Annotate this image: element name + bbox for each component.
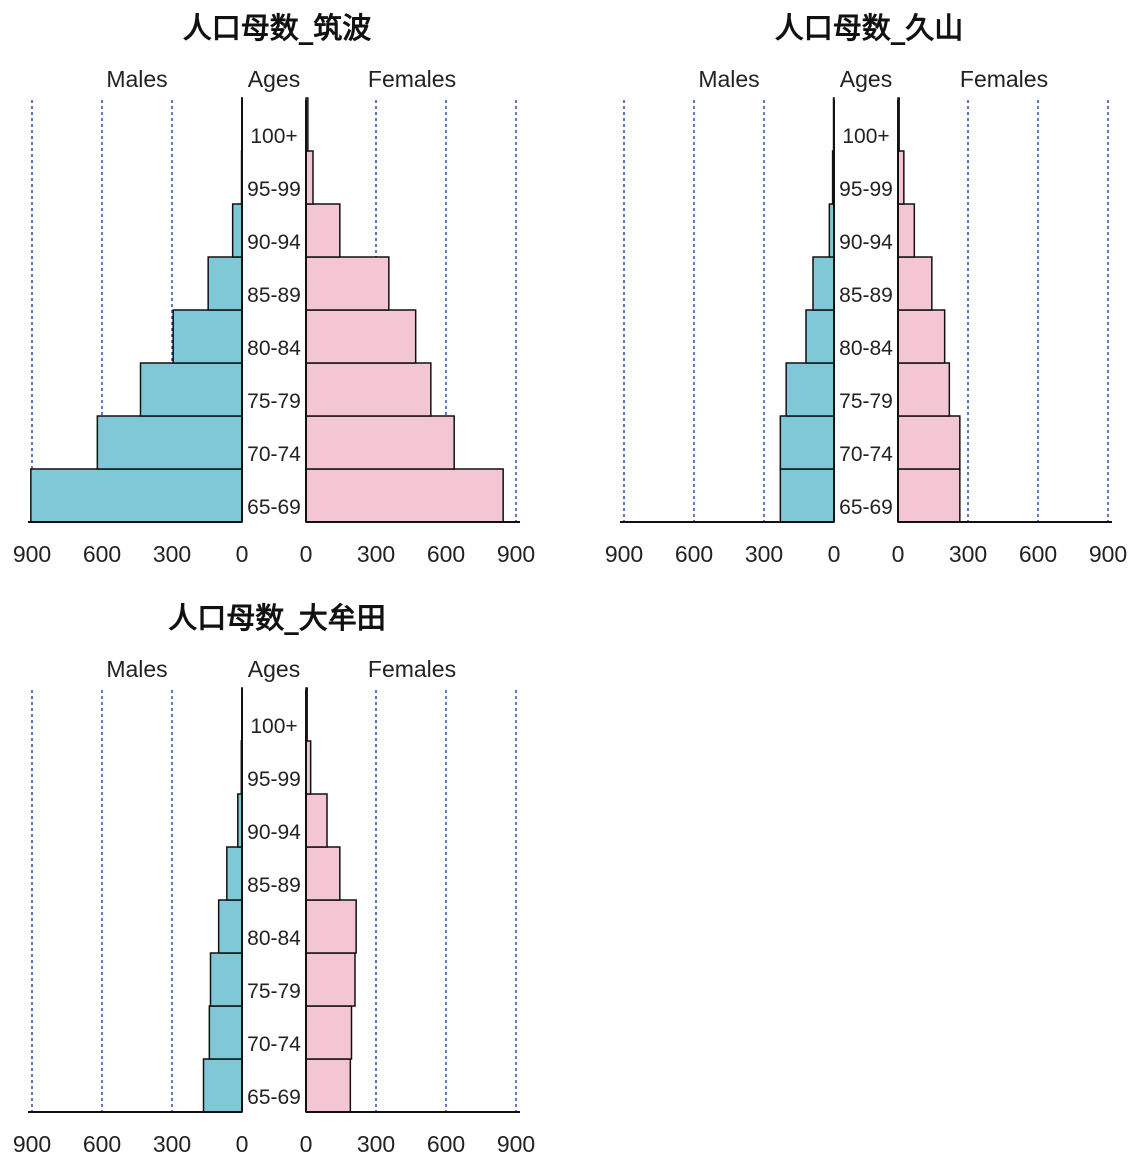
- tick-label-male-0: 0: [236, 541, 249, 567]
- tick-label-male-600: 600: [83, 1131, 121, 1157]
- age-label-80-84: 80-84: [839, 337, 893, 360]
- bar-male-85-89: [207, 256, 243, 311]
- tick-label-male-900: 900: [13, 1131, 51, 1157]
- tick-label-male-900: 900: [605, 541, 643, 567]
- bar-male-85-89: [226, 846, 243, 901]
- age-label-70-74: 70-74: [839, 443, 893, 466]
- tick-label-female-0: 0: [300, 541, 313, 567]
- age-label-85-89: 85-89: [839, 284, 893, 307]
- age-label-85-89: 85-89: [247, 284, 301, 307]
- age-label-65-69: 65-69: [839, 496, 893, 519]
- bar-male-70-74: [208, 1005, 243, 1060]
- bar-male-65-69: [779, 468, 835, 523]
- age-label-75-79: 75-79: [247, 980, 301, 1003]
- chart-2: 人口母数_久山 Males Ages Females 65-69 70-74 75-79 80…: [605, 11, 1127, 567]
- chart-title: 人口母数_筑波: [183, 11, 373, 45]
- bar-male-70-74: [779, 415, 835, 470]
- tick-label-female-300: 300: [357, 541, 395, 567]
- tick-label-male-600: 600: [83, 541, 121, 567]
- bar-male-80-84: [172, 309, 243, 364]
- age-label-85-89: 85-89: [247, 874, 301, 897]
- age-label-80-84: 80-84: [247, 927, 301, 950]
- age-label-65-69: 65-69: [247, 496, 301, 519]
- females-label: Females: [960, 66, 1048, 92]
- bar-male-75-79: [785, 362, 835, 417]
- bar-male-85-89: [812, 256, 835, 311]
- age-label-100+: 100+: [842, 125, 889, 148]
- age-label-95-99: 95-99: [247, 768, 301, 791]
- bar-female-85-89: [305, 256, 390, 311]
- tick-label-female-300: 300: [949, 541, 987, 567]
- tick-label-female-600: 600: [427, 541, 465, 567]
- tick-label-male-900: 900: [13, 541, 51, 567]
- tick-label-female-600: 600: [1019, 541, 1057, 567]
- males-label: Males: [106, 66, 167, 92]
- ages-label: Ages: [840, 66, 892, 92]
- tick-label-female-0: 0: [892, 541, 905, 567]
- bar-male-80-84: [217, 899, 243, 954]
- tick-label-female-300: 300: [357, 1131, 395, 1157]
- age-label-100+: 100+: [250, 715, 297, 738]
- bar-male-65-69: [30, 468, 243, 523]
- age-label-75-79: 75-79: [247, 390, 301, 413]
- bar-male-70-74: [96, 415, 243, 470]
- bar-female-80-84: [305, 899, 357, 954]
- chart-title: 人口母数_久山: [775, 11, 964, 45]
- tick-label-female-900: 900: [497, 541, 535, 567]
- age-label-65-69: 65-69: [247, 1086, 301, 1109]
- females-label: Females: [368, 66, 456, 92]
- tick-label-male-600: 600: [675, 541, 713, 567]
- bar-female-65-69: [305, 1058, 352, 1113]
- chart-1: 人口母数_筑波 Males Ages Females 65-69 70-74 75-79 80…: [13, 11, 535, 567]
- age-label-80-84: 80-84: [247, 337, 301, 360]
- bar-female-90-94: [305, 793, 328, 848]
- bar-female-80-84: [897, 309, 946, 364]
- tick-label-female-0: 0: [300, 1131, 313, 1157]
- bar-male-65-69: [202, 1058, 243, 1113]
- age-label-75-79: 75-79: [839, 390, 893, 413]
- tick-label-male-0: 0: [236, 1131, 249, 1157]
- bar-female-85-89: [897, 256, 933, 311]
- tick-label-male-0: 0: [828, 541, 841, 567]
- age-label-90-94: 90-94: [247, 821, 301, 844]
- age-label-70-74: 70-74: [247, 1033, 301, 1056]
- age-label-90-94: 90-94: [839, 231, 893, 254]
- bar-female-90-94: [305, 203, 341, 258]
- tick-label-female-600: 600: [427, 1131, 465, 1157]
- ages-label: Ages: [248, 656, 300, 682]
- bar-female-70-74: [305, 415, 455, 470]
- bar-female-85-89: [305, 846, 341, 901]
- bar-male-80-84: [805, 309, 835, 364]
- males-label: Males: [106, 656, 167, 682]
- bar-female-65-69: [305, 468, 504, 523]
- females-label: Females: [368, 656, 456, 682]
- tick-label-male-300: 300: [153, 541, 191, 567]
- bar-female-90-94: [897, 203, 916, 258]
- ages-label: Ages: [248, 66, 300, 92]
- age-label-90-94: 90-94: [247, 231, 301, 254]
- bar-female-65-69: [897, 468, 961, 523]
- age-label-95-99: 95-99: [247, 178, 301, 201]
- age-label-95-99: 95-99: [839, 178, 893, 201]
- bar-male-75-79: [209, 952, 243, 1007]
- bar-female-80-84: [305, 309, 417, 364]
- bar-male-90-94: [231, 203, 243, 258]
- males-label: Males: [698, 66, 759, 92]
- tick-label-female-900: 900: [1089, 541, 1127, 567]
- bar-female-75-79: [305, 362, 432, 417]
- tick-label-male-300: 300: [745, 541, 783, 567]
- bar-female-95-99: [305, 150, 314, 205]
- chart-title: 人口母数_大牟田: [168, 601, 386, 635]
- age-label-100+: 100+: [250, 125, 297, 148]
- bar-female-70-74: [897, 415, 961, 470]
- bar-female-75-79: [305, 952, 356, 1007]
- tick-label-female-900: 900: [497, 1131, 535, 1157]
- age-label-70-74: 70-74: [247, 443, 301, 466]
- tick-label-male-300: 300: [153, 1131, 191, 1157]
- bar-female-70-74: [305, 1005, 353, 1060]
- bar-female-75-79: [897, 362, 951, 417]
- bar-male-75-79: [139, 362, 243, 417]
